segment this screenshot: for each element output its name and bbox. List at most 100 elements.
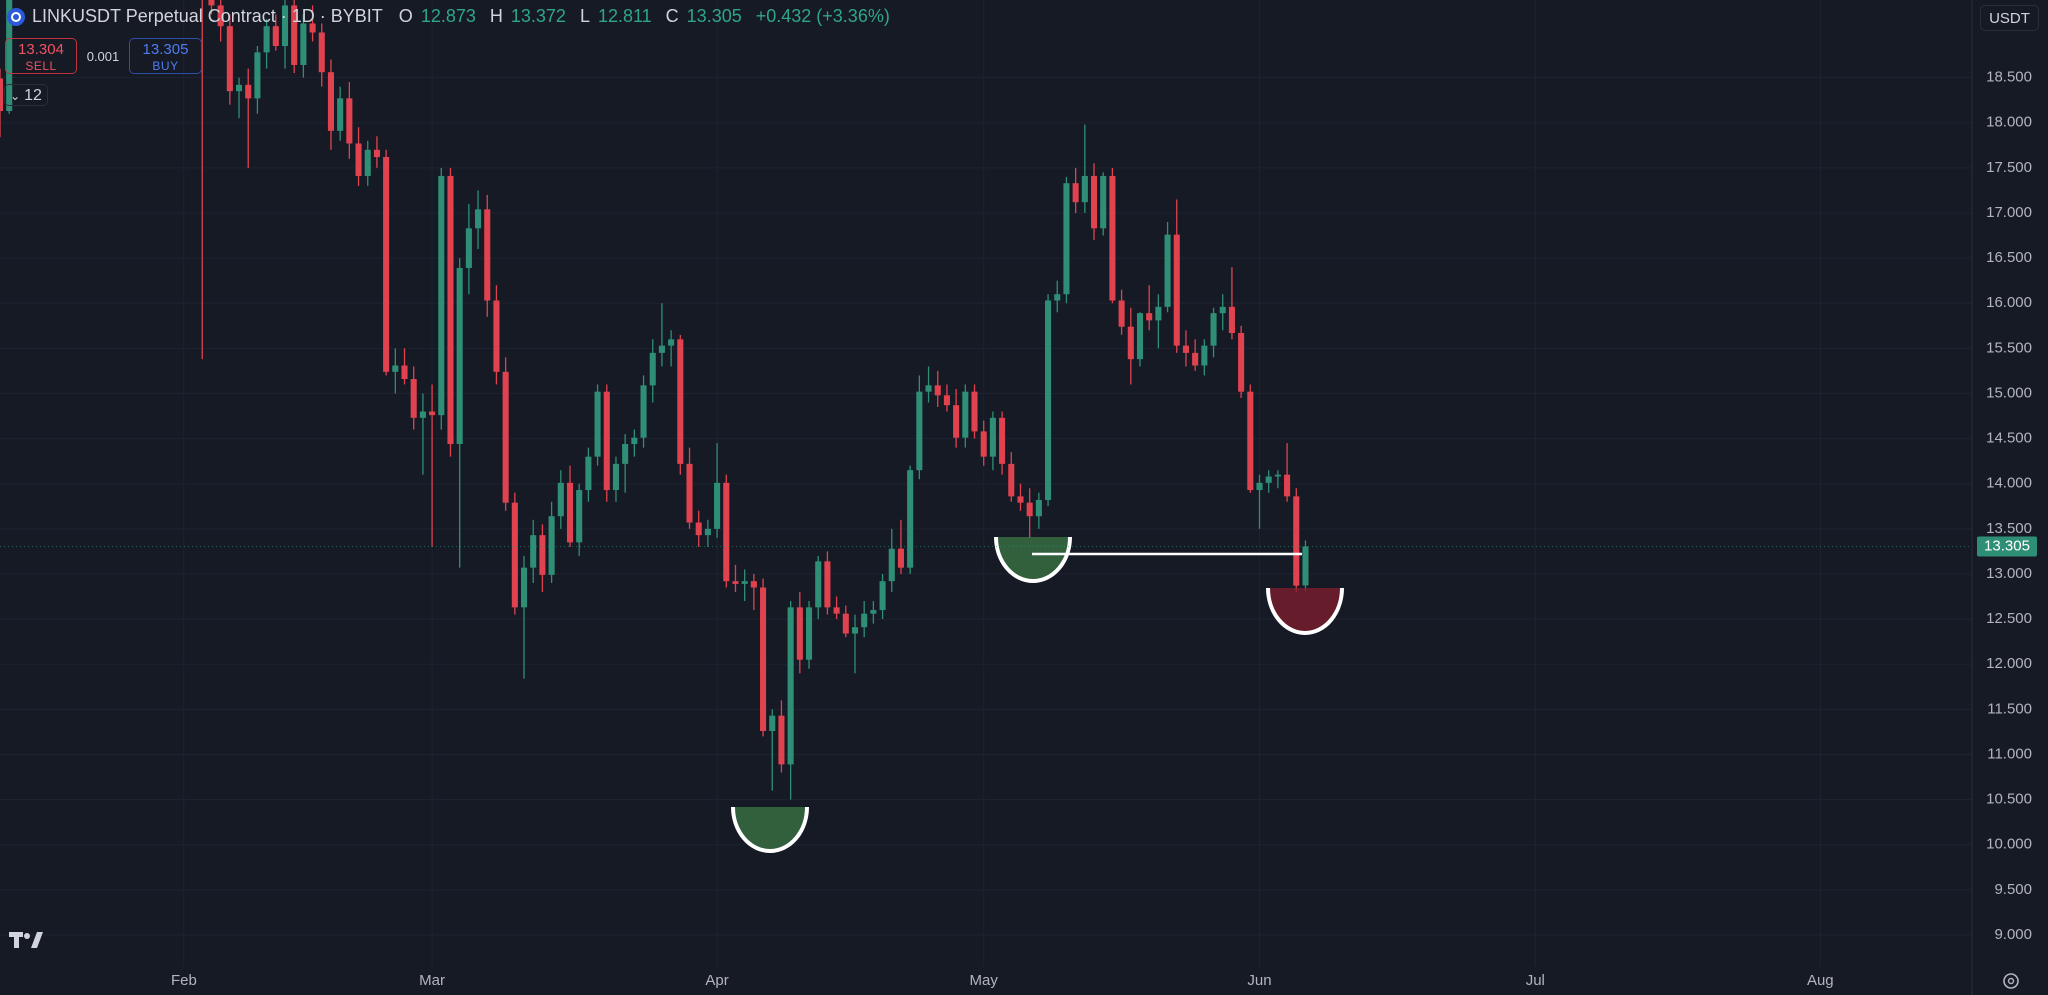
candle-body [493,300,500,372]
candle-body [971,391,978,432]
candle-body [1210,313,1217,346]
candle-body [989,417,996,457]
y-tick-label: 10.500 [1986,791,2032,808]
candle-body [805,607,813,660]
cup-outline [1266,587,1344,635]
candle-body [465,228,472,269]
candle-body [557,482,564,517]
candle-body [245,84,252,99]
candle-body [851,627,859,634]
annotations [731,536,1344,853]
y-tick-label: 11.000 [1987,745,2032,762]
settings-icon[interactable] [2003,973,2019,989]
currency-select[interactable]: USDT [1980,5,2039,31]
change-value: +0.432 (+3.36%) [755,6,890,26]
spread: 0.001 [86,49,120,64]
candle-body [796,607,803,660]
candle-body [1045,300,1052,500]
candle-body [530,535,537,568]
candle-body [1072,183,1079,203]
legend: LINKUSDT Perpetual Contract · 1D · BYBIT… [6,6,898,27]
sell-button[interactable]: 13.304 SELL [5,38,77,74]
candle-body [1109,175,1116,301]
candle-body [419,411,426,418]
candle-body [337,98,344,131]
candle-body [484,209,491,301]
candle-body [281,5,289,47]
candle-body [1182,345,1189,353]
candle-body [1238,333,1245,392]
candle-body [695,522,702,536]
candle-body [373,149,380,158]
grid [0,0,1972,966]
candle-body [594,391,601,457]
y-tick-label: 16.500 [1986,249,2032,266]
candle-body [741,581,748,584]
candles [0,0,1309,800]
buy-label: BUY [152,59,179,73]
y-tick-label: 13.000 [1986,565,2032,582]
candle-body [1146,313,1153,321]
candle-body [429,411,436,416]
candle-body [1219,306,1226,314]
candle-body [704,528,711,536]
candle-body [879,581,886,611]
symbol-icon [7,7,25,26]
y-tick-label: 15.500 [1986,339,2032,356]
symbol-title[interactable]: LINKUSDT Perpetual Contract · 1D · BYBIT [32,6,383,26]
y-tick-label: 14.000 [1986,475,2032,492]
candle-body [934,385,941,396]
x-tick-label: May [970,972,999,989]
candle-body [1256,482,1263,491]
y-tick-label: 17.500 [1986,159,2032,176]
candle-body [235,84,243,92]
candle-body [1026,502,1033,517]
cup-marker [996,537,1070,581]
candle-body [732,581,739,584]
x-tick-label: Aug [1807,972,1834,989]
candle-body [962,391,969,438]
candle-body [815,561,822,608]
candle-body [217,5,224,27]
candle-body [392,365,399,372]
candle-body [1302,546,1309,586]
candle-body [327,72,334,131]
candle-body [539,535,546,575]
indicators-count: 12 [24,87,42,104]
y-tick-label: 11.500 [1987,700,2032,717]
candle-body [723,482,730,582]
candle-body [585,456,592,491]
candle-body [769,715,776,731]
candle-body [254,52,261,99]
buy-button[interactable]: 13.305 BUY [129,38,202,74]
y-tick-label: 18.000 [1986,114,2032,131]
candle-body [658,345,665,353]
candle-body [263,26,270,53]
candle-body [953,405,960,438]
candle-body [943,395,950,406]
candle-body [1265,476,1272,483]
candle-body [1063,183,1070,295]
y-tick-label: 15.000 [1986,384,2032,401]
y-tick-label: 14.500 [1986,430,2032,447]
candle-body [1054,294,1061,301]
candle-body [438,175,445,416]
indicators-toggle[interactable]: ⌄ 12 [4,84,48,106]
candle-body [612,463,619,491]
candle-body [1274,474,1281,477]
candle-body [888,548,895,582]
y-tick-label: 13.500 [1986,520,2032,537]
candle-body [824,561,831,608]
y-tick-label: 9.000 [1994,926,2032,943]
candle-body [1192,352,1199,366]
candle-body [6,0,13,112]
candle-body [760,587,767,731]
candle-body [1127,326,1134,360]
candle-body [475,209,482,229]
candle-body [272,26,279,47]
y-tick-label: 12.000 [1986,655,2032,672]
candle-body [1008,463,1015,497]
cup-marker [733,807,807,851]
candle-body [1090,175,1098,229]
candle-body [677,339,684,464]
